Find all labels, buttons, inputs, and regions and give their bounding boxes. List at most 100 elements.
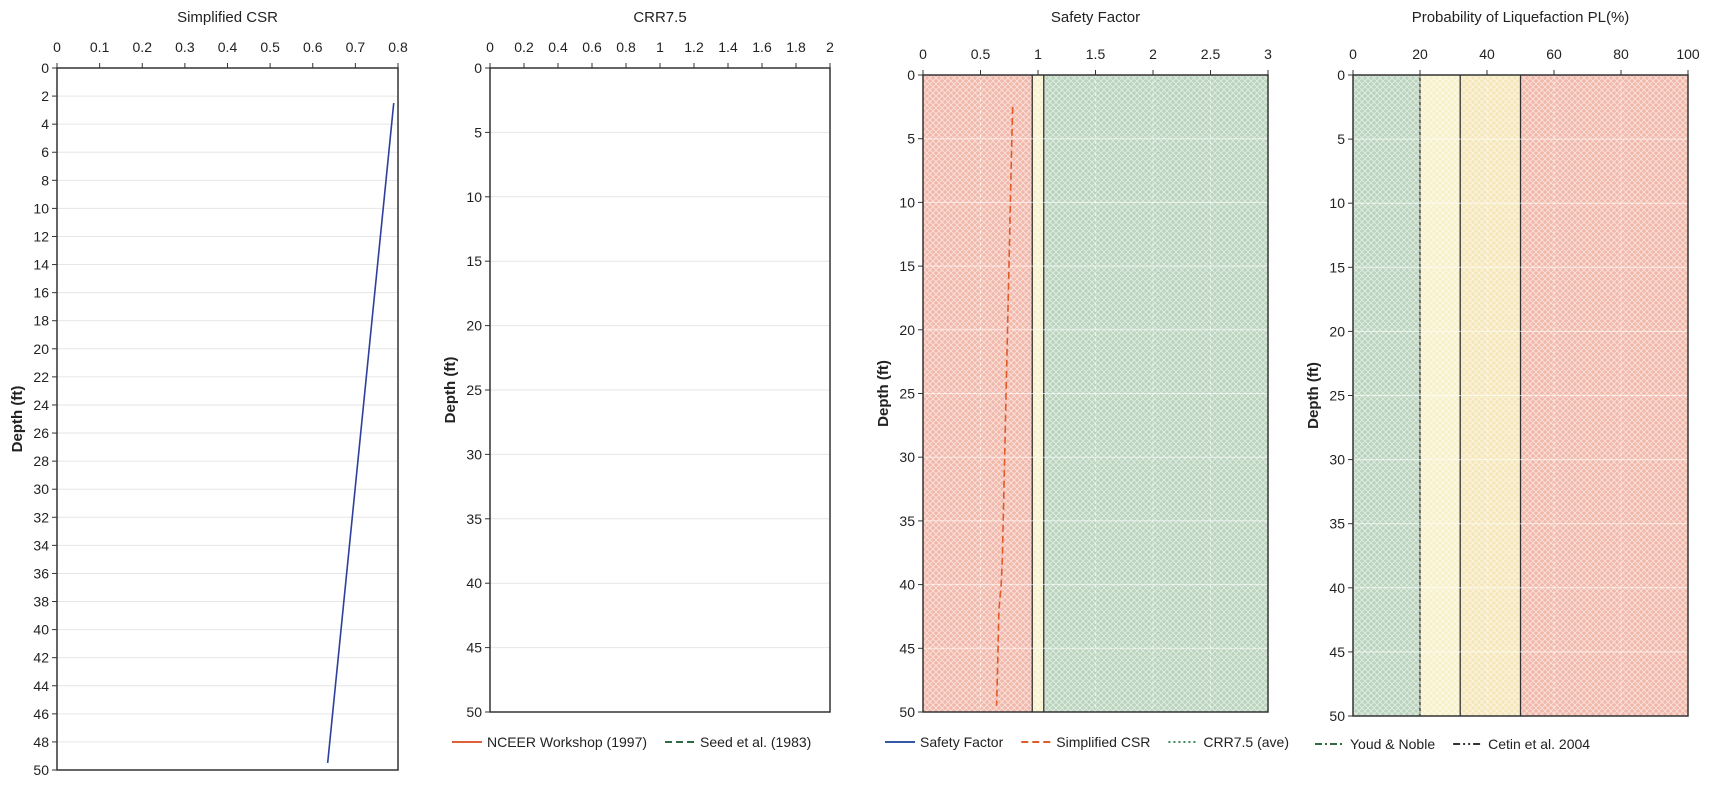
x-tick-label: 0.4 — [548, 39, 568, 55]
y-tick-label: 35 — [899, 513, 915, 529]
x-tick-label: 2.5 — [1201, 46, 1221, 62]
y-tick-label: 5 — [474, 124, 482, 140]
y-tick-label: 0 — [41, 60, 49, 76]
x-tick-label: 1.4 — [718, 39, 738, 55]
y-tick-label: 45 — [466, 640, 482, 656]
y-tick-label: 12 — [33, 228, 49, 244]
chart-panel-4: Probability of Liquefaction PL(%) 0 20 40 60… — [1305, 9, 1700, 752]
y-tick-label: 50 — [466, 704, 482, 720]
x-tick-label: 0 — [919, 46, 927, 62]
x-tick-label: 0.6 — [303, 39, 323, 55]
x-tick-label: 1.5 — [1086, 46, 1106, 62]
y-tick-label: 14 — [33, 257, 49, 273]
y-tick-label: 20 — [1329, 323, 1345, 339]
y-tick-label: 22 — [33, 369, 49, 385]
series-line — [995, 106, 1014, 706]
y-tick-label: 25 — [1329, 388, 1345, 404]
y-tick-label: 28 — [33, 453, 49, 469]
y-tick-label: 40 — [466, 575, 482, 591]
y-tick-label: 0 — [1337, 67, 1345, 83]
chart-title: Probability of Liquefaction PL(%) — [1412, 9, 1630, 26]
y-tick-label: 44 — [33, 678, 49, 694]
y-tick-label: 42 — [33, 650, 49, 666]
y-tick-label: 38 — [33, 594, 49, 610]
x-tick-label: 0.5 — [260, 39, 280, 55]
x-tick-label: 20 — [1412, 46, 1428, 62]
y-tick-label: 35 — [466, 511, 482, 527]
y-tick-label: 36 — [33, 565, 49, 581]
y-axis-label: Depth (ft) — [9, 386, 26, 453]
y-tick-label: 8 — [41, 172, 49, 188]
y-tick-label: 32 — [33, 509, 49, 525]
legend-label: Cetin et al. 2004 — [1488, 736, 1590, 752]
legend-label: Simplified CSR — [1056, 734, 1150, 750]
x-tick-label: 0.2 — [514, 39, 534, 55]
y-tick-label: 30 — [33, 481, 49, 497]
x-tick-label: 0.8 — [616, 39, 636, 55]
y-tick-label: 40 — [33, 622, 49, 638]
y-tick-label: 50 — [33, 762, 49, 778]
y-tick-label: 35 — [1329, 516, 1345, 532]
x-tick-label: 2 — [1149, 46, 1157, 62]
y-tick-label: 50 — [1329, 708, 1345, 724]
y-tick-label: 2 — [41, 88, 49, 104]
chart-title: Safety Factor — [1051, 9, 1140, 26]
chart-panel-1: Simplified CSR 0 0.1 0.2 0.3 0.4 0.5 0.6 0.7 0.8 0… — [9, 9, 408, 778]
y-tick-label: 30 — [466, 446, 482, 462]
x-tick-label: 0 — [53, 39, 61, 55]
legend-label: NCEER Workshop (1997) — [487, 734, 647, 750]
chart-panel-2: CRR7.50 0.2 0.4 0.6 0.8 1 1.2 1.4 1.6 1.8 20510152… — [442, 9, 834, 750]
x-tick-label: 2 — [826, 39, 834, 55]
x-tick-label: 1 — [656, 39, 664, 55]
x-tick-label: 1.6 — [752, 39, 772, 55]
x-tick-label: 100 — [1676, 46, 1700, 62]
y-tick-label: 20 — [899, 322, 915, 338]
y-tick-label: 18 — [33, 313, 49, 329]
y-tick-label: 10 — [33, 200, 49, 216]
x-tick-label: 3 — [1264, 46, 1272, 62]
x-tick-label: 40 — [1479, 46, 1495, 62]
chart-title: Simplified CSR — [177, 9, 278, 26]
y-tick-label: 40 — [1329, 580, 1345, 596]
x-tick-label: 0 — [486, 39, 494, 55]
x-tick-label: 60 — [1546, 46, 1562, 62]
x-tick-label: 0.8 — [388, 39, 408, 55]
y-tick-label: 34 — [33, 537, 49, 553]
y-tick-label: 15 — [1329, 259, 1345, 275]
legend-label: Safety Factor — [920, 734, 1004, 750]
y-tick-label: 45 — [1329, 644, 1345, 660]
y-tick-label: 50 — [899, 704, 915, 720]
y-tick-label: 16 — [33, 285, 49, 301]
x-tick-label: 1.2 — [684, 39, 704, 55]
y-axis-label: Depth (ft) — [442, 357, 459, 424]
x-tick-label: 0.7 — [346, 39, 366, 55]
y-axis-label: Depth (ft) — [875, 360, 892, 427]
y-tick-label: 10 — [899, 194, 915, 210]
plot-frame — [56, 67, 399, 771]
legend-label: CRR7.5 (ave) — [1203, 734, 1289, 750]
y-tick-label: 25 — [466, 382, 482, 398]
y-tick-label: 0 — [907, 67, 915, 83]
x-tick-label: 0.3 — [175, 39, 195, 55]
chart-title: CRR7.5 — [633, 9, 686, 26]
y-tick-label: 0 — [474, 60, 482, 76]
y-tick-label: 46 — [33, 706, 49, 722]
y-tick-label: 24 — [33, 397, 49, 413]
x-tick-label: 0 — [1349, 46, 1357, 62]
y-tick-label: 10 — [466, 189, 482, 205]
y-tick-label: 5 — [907, 131, 915, 147]
y-tick-label: 6 — [41, 144, 49, 160]
y-tick-label: 26 — [33, 425, 49, 441]
x-tick-label: 80 — [1613, 46, 1629, 62]
y-tick-label: 5 — [1337, 131, 1345, 147]
y-tick-label: 15 — [466, 253, 482, 269]
y-tick-label: 20 — [33, 341, 49, 357]
x-tick-label: 0.6 — [582, 39, 602, 55]
y-tick-label: 20 — [466, 318, 482, 334]
legend-label: Seed et al. (1983) — [700, 734, 811, 750]
y-tick-label: 48 — [33, 734, 49, 750]
series-line — [326, 103, 395, 764]
x-tick-label: 0.5 — [971, 46, 991, 62]
y-tick-label: 10 — [1329, 195, 1345, 211]
